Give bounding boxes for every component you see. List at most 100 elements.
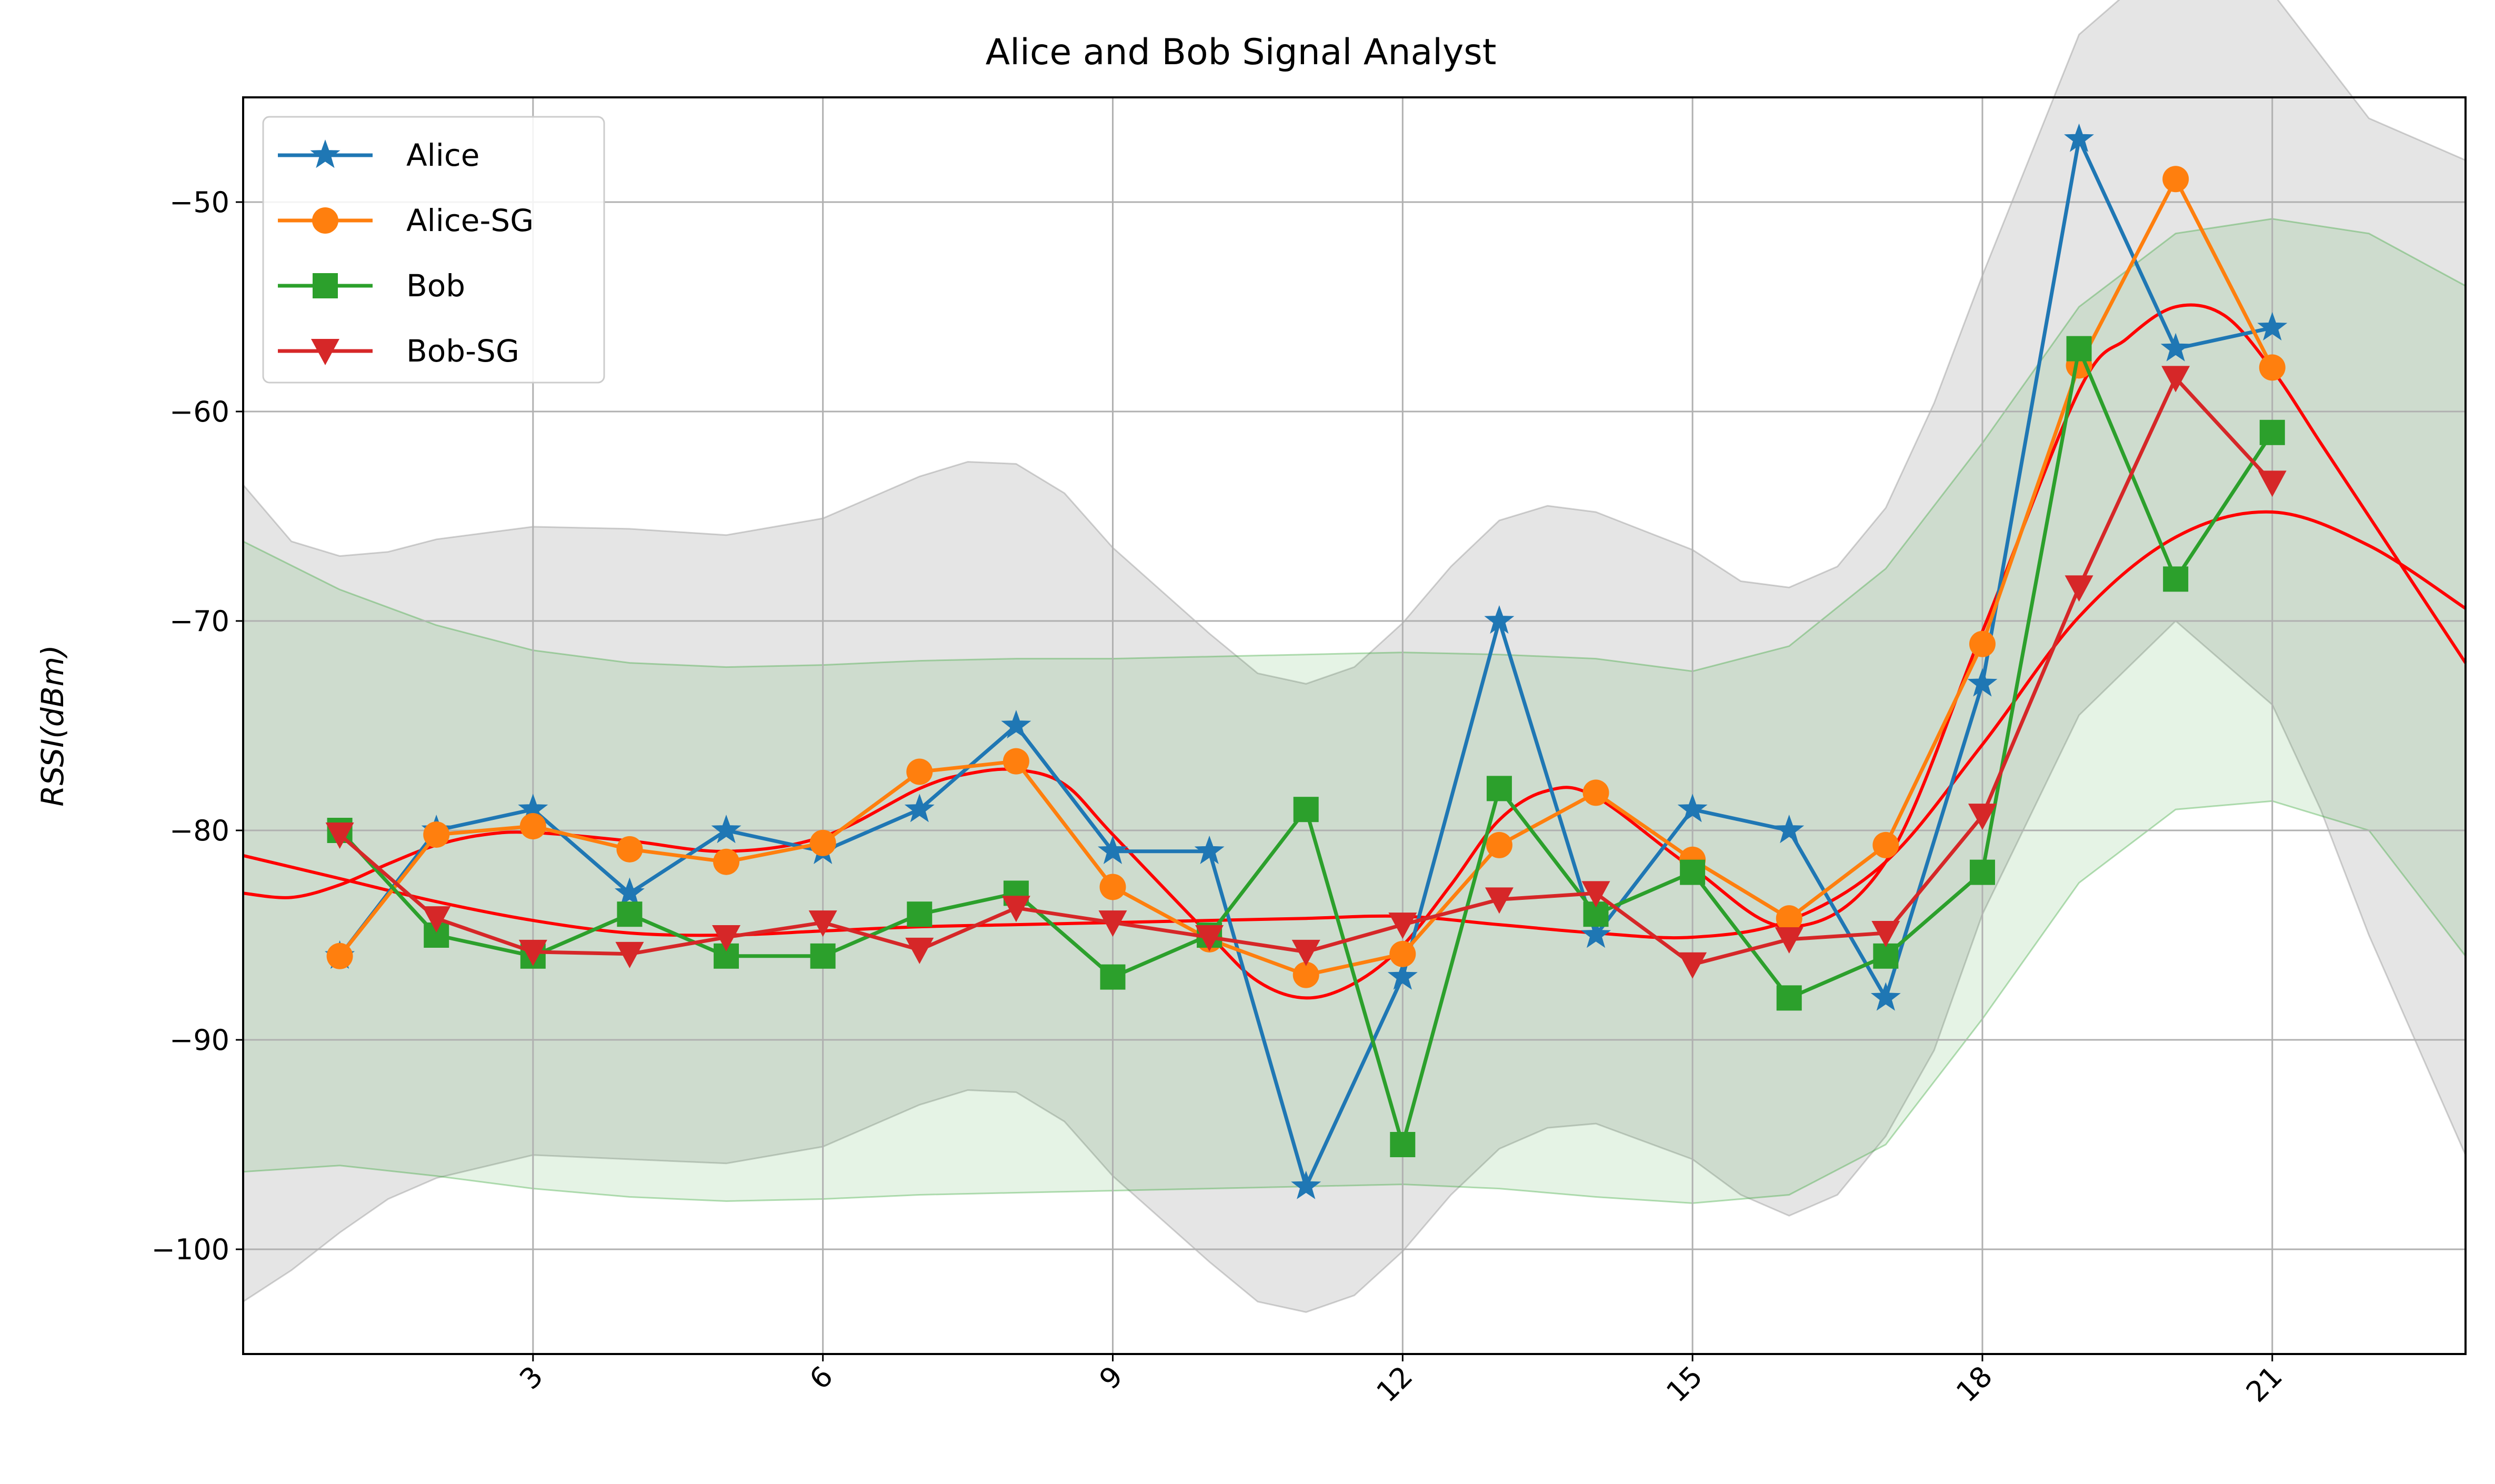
legend-label-bob: Bob	[406, 268, 465, 304]
data-point-bob	[1486, 776, 1512, 801]
y-tick-label: −80	[169, 814, 229, 847]
data-point-bob	[907, 901, 933, 927]
y-tick-label: −100	[152, 1233, 229, 1266]
data-point-bob-sg	[1678, 952, 1707, 979]
data-point-alice-sg	[616, 836, 643, 863]
data-point-bob-sg	[1291, 939, 1320, 966]
data-point-alice	[2257, 312, 2288, 341]
y-tick-label: −50	[169, 186, 229, 219]
x-tick-label: 9	[1093, 1360, 1129, 1396]
data-point-alice-sg	[906, 758, 933, 785]
data-point-bob	[1873, 943, 1899, 969]
data-point-alice-sg	[326, 942, 353, 969]
data-point-bob-sg	[1098, 910, 1127, 937]
data-point-alice	[1097, 835, 1128, 865]
data-point-bob	[617, 901, 643, 927]
legend-label-alice: Alice	[406, 137, 479, 173]
x-tick-label: 6	[803, 1360, 839, 1396]
data-point-bob-sg	[1388, 913, 1417, 939]
data-point-alice-sg	[1389, 940, 1416, 967]
series-alice-sg	[326, 166, 2286, 988]
legend-label-bob-sg: Bob-SG	[406, 333, 519, 369]
data-point-bob-sg	[1001, 896, 1030, 923]
y-tick-label: −90	[169, 1024, 229, 1057]
data-point-bob-sg	[2161, 366, 2190, 393]
legend-box	[262, 116, 605, 384]
x-tick-label: 12	[1370, 1360, 1419, 1409]
data-point-bob	[2163, 566, 2189, 592]
data-point-alice	[2064, 123, 2095, 152]
data-point-bob	[1776, 985, 1802, 1011]
data-point-bob-sg	[1485, 887, 1514, 914]
data-point-bob-sg	[2258, 470, 2287, 497]
data-point-alice	[614, 877, 645, 906]
data-point-alice-sg	[1486, 831, 1512, 858]
data-point-alice	[904, 794, 935, 823]
grid	[243, 97, 2466, 1354]
data-point-bob-sg	[1581, 881, 1610, 908]
data-point-bob	[2259, 419, 2285, 445]
data-point-alice	[711, 815, 742, 844]
data-point-bob	[1680, 859, 1706, 885]
data-point-alice	[1580, 919, 1611, 948]
legend-marker-bob	[313, 273, 338, 298]
x-tick-label: 18	[1950, 1360, 1999, 1409]
data-point-alice	[1774, 815, 1805, 844]
data-point-bob	[810, 943, 836, 969]
data-point-alice	[2160, 333, 2191, 362]
data-point-alice-sg	[1003, 748, 1029, 775]
data-point-alice	[1291, 1170, 1321, 1199]
data-point-alice	[1870, 982, 1901, 1011]
series-bob	[327, 336, 2285, 1157]
data-series	[325, 123, 2288, 1199]
chart-title: Alice and Bob Signal Analyst	[986, 32, 1497, 73]
y-axis-label: RSSI(dBm)	[35, 645, 71, 806]
legend-marker-bob-sg	[311, 339, 339, 365]
data-point-bob	[1390, 1132, 1416, 1157]
y-tick-label: −70	[169, 605, 229, 638]
data-point-alice-sg	[1969, 630, 1996, 657]
data-point-alice-sg	[713, 848, 740, 875]
data-point-alice-sg	[1776, 905, 1802, 932]
plot-frame	[242, 96, 2467, 1355]
data-point-alice	[1484, 605, 1515, 634]
data-point-bob-sg	[808, 910, 837, 937]
legend-marker-alice-sg	[312, 207, 338, 234]
y-axis-ticks: −50 −60 −70 −80 −90 −100	[152, 186, 243, 1266]
data-point-bob-sg	[905, 937, 934, 964]
data-point-bob	[1293, 797, 1319, 823]
x-tick-label: 15	[1660, 1360, 1709, 1409]
legend-label-alice-sg: Alice-SG	[406, 203, 534, 238]
legend-marker-alice	[310, 139, 340, 168]
x-tick-label: 3	[513, 1360, 549, 1396]
data-point-alice-sg	[1292, 961, 1319, 988]
data-point-bob	[1969, 859, 1995, 885]
data-point-alice-sg	[1582, 779, 1609, 806]
data-point-alice-sg	[1099, 874, 1126, 900]
data-point-bob	[2066, 336, 2092, 362]
data-point-bob	[1100, 964, 1126, 990]
data-point-alice	[1001, 710, 1031, 739]
legend: Alice Alice-SG Bob Bob-SG	[262, 116, 605, 384]
x-axis-ticks: 3 6 9 12 15 18 21	[513, 1354, 2289, 1409]
data-point-bob-sg	[615, 941, 644, 968]
data-point-alice-sg	[2162, 166, 2189, 193]
data-point-bob-sg	[712, 925, 741, 951]
data-point-bob-sg	[325, 822, 354, 849]
data-point-bob-sg	[2065, 575, 2093, 602]
data-point-alice	[1677, 794, 1708, 823]
series-bob-sg	[325, 366, 2287, 979]
data-point-alice	[1967, 668, 1998, 697]
y-tick-label: −60	[169, 395, 229, 428]
data-point-bob-sg	[422, 906, 451, 933]
data-point-bob-sg	[1195, 925, 1224, 951]
data-point-alice	[1194, 835, 1225, 865]
data-point-bob-sg	[1968, 804, 1997, 830]
data-point-alice-sg	[809, 829, 836, 856]
data-point-bob-sg	[518, 939, 547, 966]
data-point-bob-sg	[1775, 927, 1803, 954]
series-alice	[325, 123, 2288, 1199]
x-tick-label: 21	[2240, 1360, 2289, 1409]
data-point-alice-sg	[519, 813, 546, 840]
